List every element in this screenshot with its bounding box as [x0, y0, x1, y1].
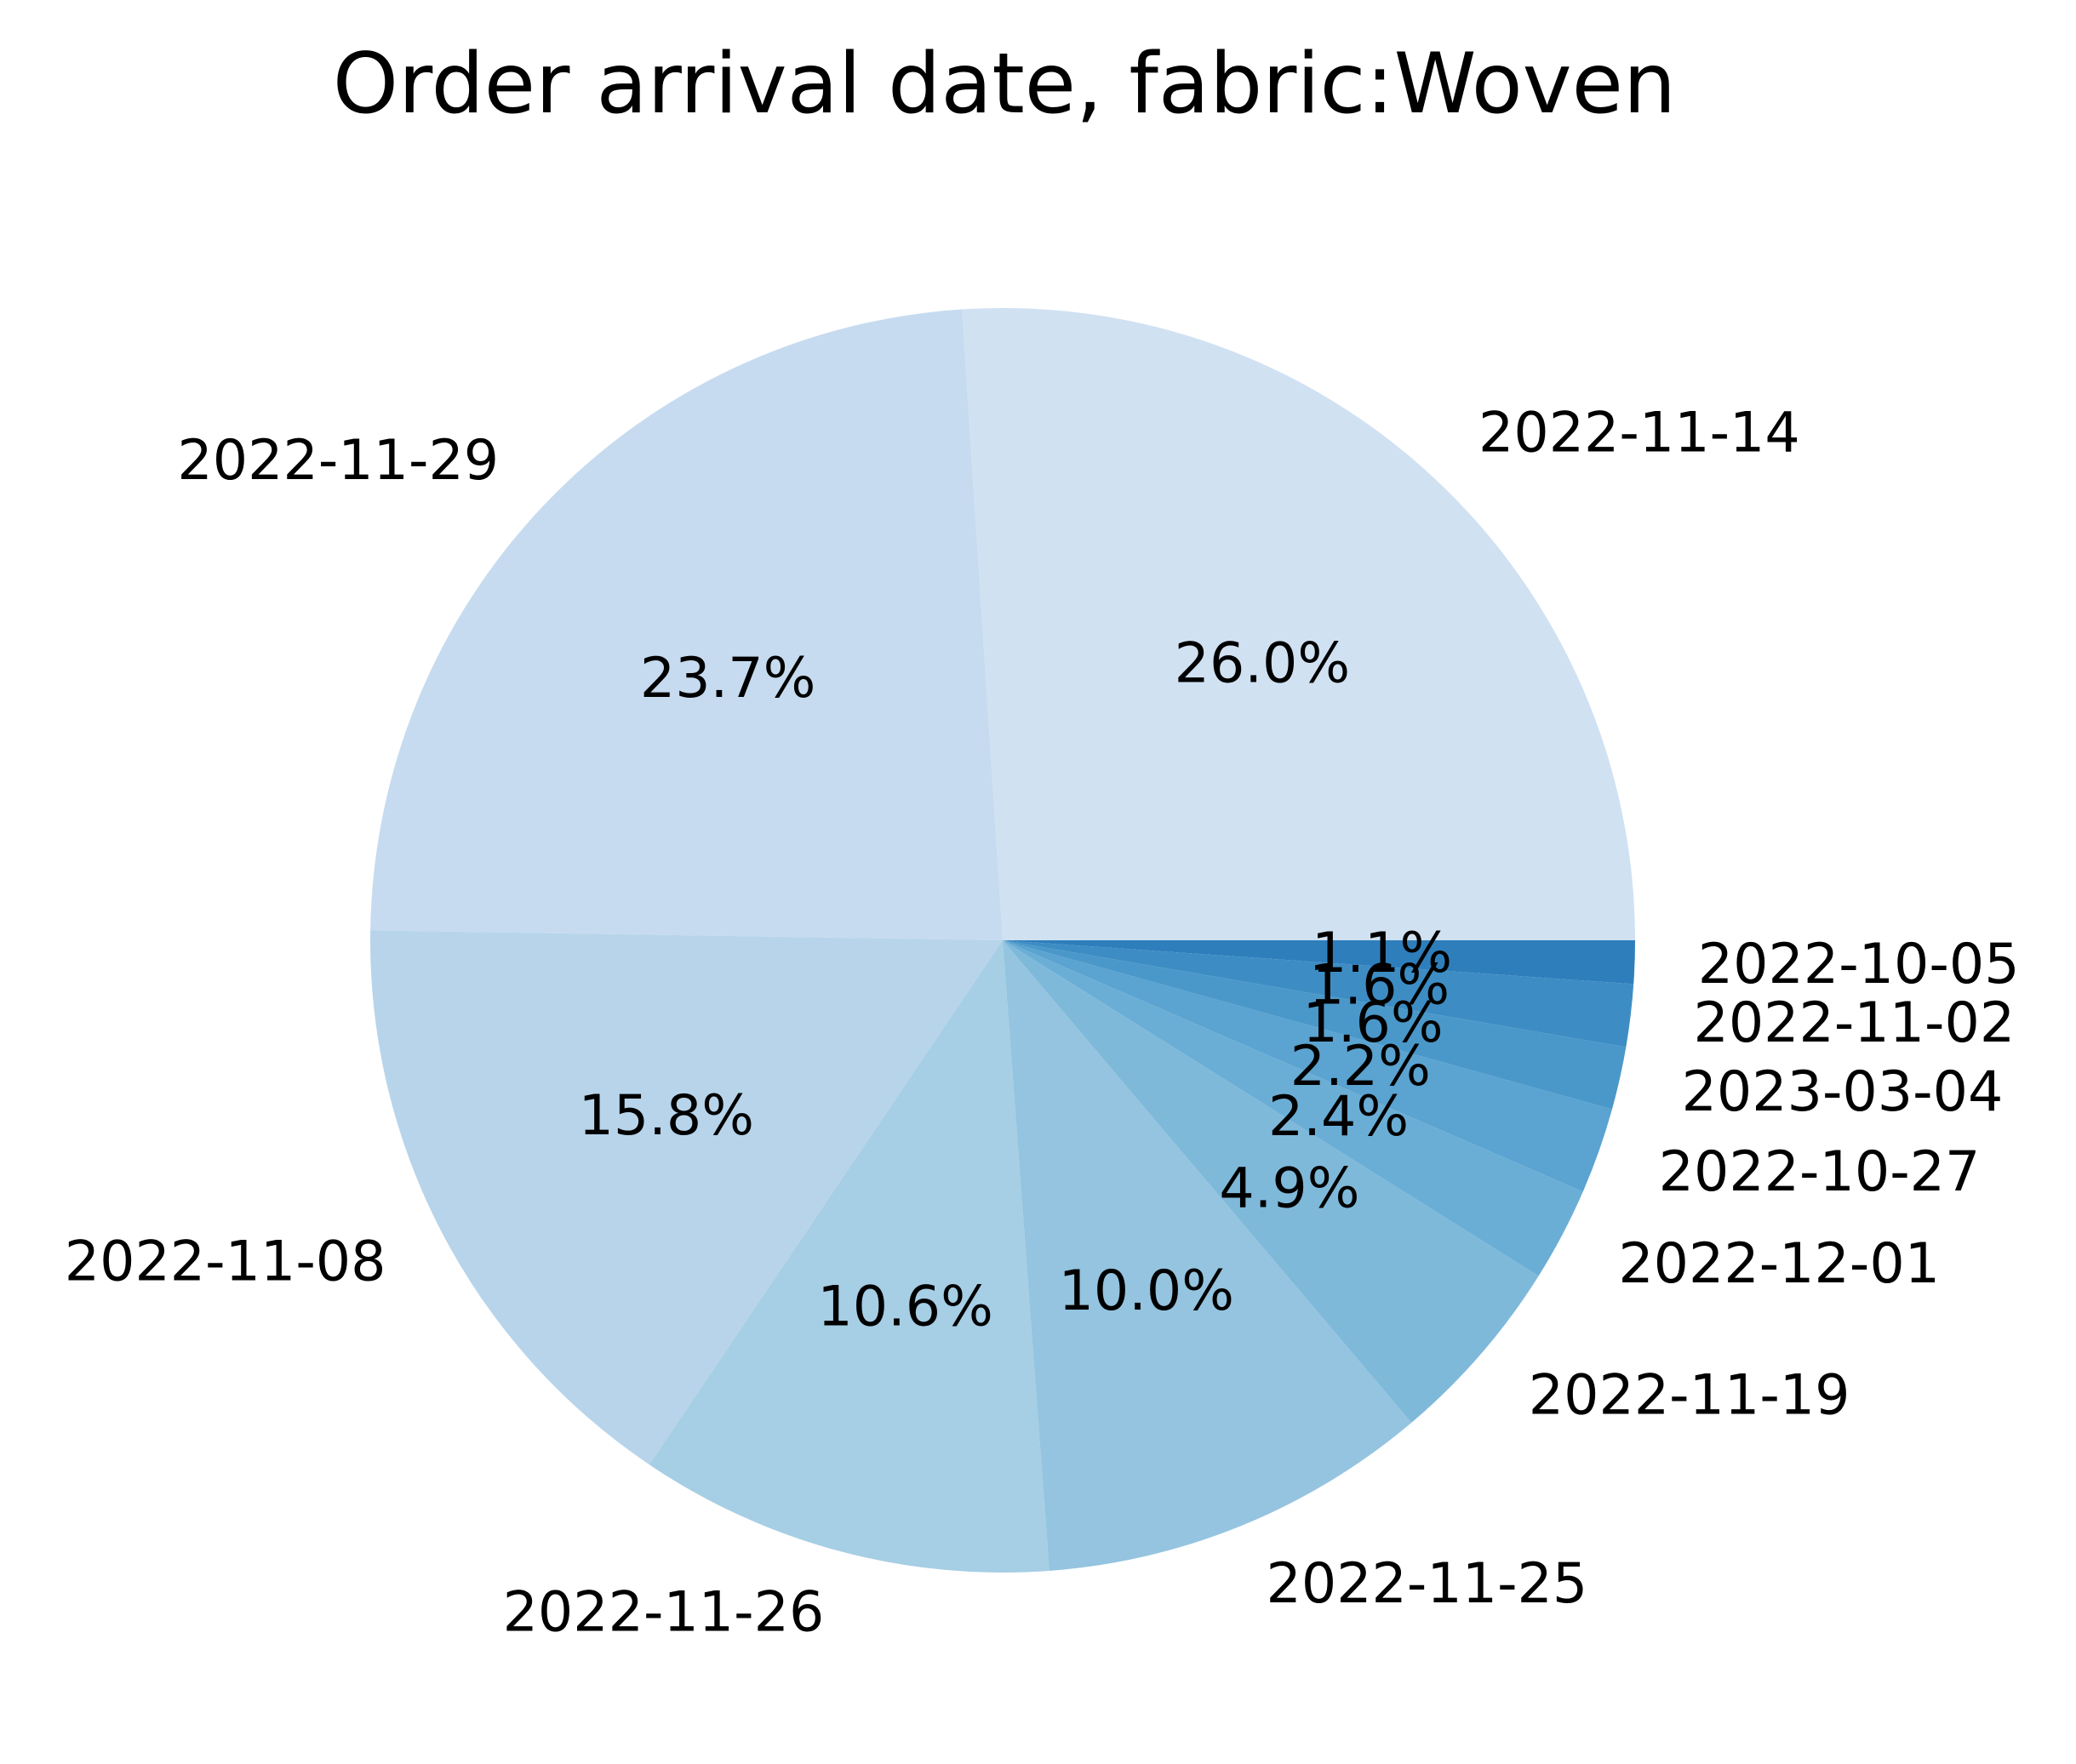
pie-category-label: 2022-11-08 [65, 1230, 386, 1294]
pie-percent-label: 10.0% [1059, 1259, 1235, 1323]
pie-category-label: 2022-10-27 [1659, 1140, 1981, 1204]
chart-title: Order arrival date, fabric:Woven [333, 36, 1676, 133]
pie-slice-2022-11-26 [649, 940, 1049, 1573]
pie-slice-2022-11-25 [1003, 940, 1412, 1571]
pie-slice-2022-10-05 [1003, 940, 1635, 985]
pie-category-label: 2023-03-04 [1682, 1060, 2004, 1124]
pie-category-label: 2022-10-05 [1698, 933, 2020, 996]
pie-category-label: 2022-12-01 [1618, 1232, 1940, 1296]
pie-percent-label: 1.6% [1302, 991, 1443, 1055]
pie-slice-2022-11-02 [1003, 940, 1634, 1048]
pie-slice-2022-10-27 [1003, 940, 1612, 1192]
pie-category-labels: 2022-11-14 2022-11-29 2022-11-08 2022-11-26… [65, 401, 2020, 1644]
pie-percent-labels: 26.0%23.7%15.8%10.6% 10.0%4.9%2.4%2.2%1.6… [579, 631, 1453, 1339]
pie-slices [370, 308, 1635, 1573]
pie-slice-2022-11-19 [1003, 940, 1539, 1423]
pie-percent-label: 23.7% [640, 647, 816, 711]
pie-percent-label: 10.6% [817, 1275, 993, 1339]
pie-slice-2022-12-01 [1003, 940, 1583, 1276]
pie-category-label: 2022-11-29 [177, 429, 499, 493]
pie-percent-label: 15.8% [579, 1084, 755, 1148]
pie-percent-label: 2.4% [1268, 1085, 1409, 1149]
pie-category-label: 2022-11-14 [1478, 401, 1800, 465]
pie-slice-2023-03-04 [1003, 940, 1627, 1110]
pie-category-label: 2022-11-02 [1693, 991, 2015, 1055]
pie-category-label: 2022-11-25 [1266, 1552, 1587, 1616]
pie-percent-label: 2.2% [1290, 1035, 1431, 1099]
pie-slice-2022-11-14 [962, 308, 1635, 941]
pie-category-label: 2022-11-19 [1529, 1364, 1850, 1428]
pie-slice-2022-11-08 [370, 930, 1003, 1465]
pie-category-label: 2022-11-26 [503, 1580, 825, 1644]
pie-percent-label: 1.6% [1309, 954, 1450, 1018]
pie-percent-label: 1.1% [1312, 922, 1452, 985]
pie-percent-label: 26.0% [1175, 631, 1351, 695]
pie-slice-2022-11-29 [370, 309, 1003, 940]
pie-percent-label: 4.9% [1219, 1156, 1359, 1220]
